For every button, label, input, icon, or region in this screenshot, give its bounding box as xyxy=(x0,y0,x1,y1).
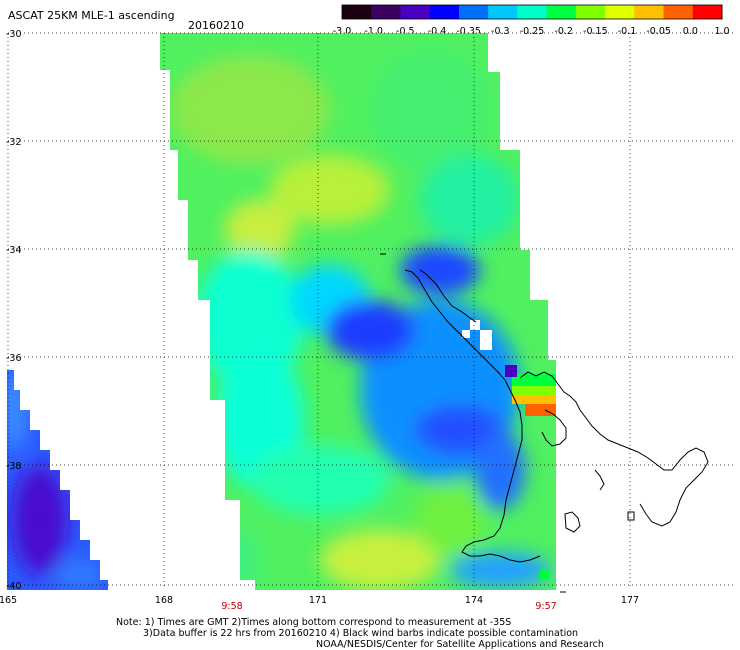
colorbar-tick-label: 0.0 xyxy=(683,26,698,37)
colorbar-swatch xyxy=(546,5,577,19)
colorbar-swatch xyxy=(692,5,723,19)
colorbar-swatch xyxy=(429,5,460,19)
longitude-label: 165 xyxy=(0,595,17,606)
colorbar-swatch xyxy=(342,5,372,19)
latitude-label: -38 xyxy=(6,461,22,472)
note-line-1: Note: 1) Times are GMT 2)Times along bot… xyxy=(116,617,512,628)
note-line-2: 3)Data buffer is 22 hrs from 20160210 4)… xyxy=(143,628,579,639)
colorbar-tick-label: -0.1 xyxy=(618,26,637,37)
colorbar-tick-label: -0.2 xyxy=(554,26,573,37)
longitude-label: 177 xyxy=(621,595,639,606)
colorbar-swatch xyxy=(575,5,606,19)
longitude-label: 171 xyxy=(309,595,327,606)
left-swath xyxy=(7,370,108,590)
colorbar-swatch xyxy=(488,5,518,19)
latitude-label: -36 xyxy=(6,353,22,364)
note-line-3: NOAA/NESDIS/Center for Satellite Applica… xyxy=(316,639,604,650)
colorbar-swatch xyxy=(517,5,548,19)
colorbar-swatch xyxy=(605,5,635,19)
colorbar-frame xyxy=(341,4,723,20)
colorbar-tick-label: -0.05 xyxy=(646,26,671,37)
latitude-label: -40 xyxy=(6,581,22,592)
latitude-label: -34 xyxy=(6,245,22,256)
longitude-label: 168 xyxy=(155,595,173,606)
colorbar-swatch xyxy=(634,5,665,19)
colorbar-tick-label: -0.5 xyxy=(396,26,415,37)
colorbar: -3.0 -1.0 -0.5 -0.4 -0.35 -0.3 -0.25 -0.2 -0.15-… xyxy=(333,4,730,37)
colorbar-tick-label: -3.0 xyxy=(333,26,352,37)
colorbar-tick-label: -0.25 xyxy=(520,26,545,37)
swath-time-label: 9:57 xyxy=(535,601,556,612)
colorbar-tick-label: -0.4 xyxy=(428,26,447,37)
coastline xyxy=(380,253,709,593)
product-date: 20160210 xyxy=(188,19,244,32)
colorbar-tick-label: -1.0 xyxy=(364,26,383,37)
product-title: ASCAT 25KM MLE-1 ascending xyxy=(8,9,175,22)
colorbar-swatch xyxy=(458,5,489,19)
colorbar-tick-label: -0.35 xyxy=(456,26,481,37)
colorbar-tick-label: 1.0 xyxy=(714,26,729,37)
swath-time-label: 9:58 xyxy=(221,601,242,612)
colorbar-tick-label: -0.3 xyxy=(491,26,510,37)
main-swath xyxy=(160,33,556,590)
latitude-label: -32 xyxy=(6,137,22,148)
colorbar-swatch xyxy=(371,5,401,19)
colorbar-tick-label: -0.15 xyxy=(583,26,608,37)
colorbar-swatch xyxy=(663,5,694,19)
longitude-label: 174 xyxy=(465,595,483,606)
latitude-label: -30 xyxy=(6,29,22,40)
graticule: -30 -32 -34 -36 -38 -40 165 168 171 174 177 9:58 9:5… xyxy=(0,29,735,612)
colorbar-swatch xyxy=(400,5,431,19)
